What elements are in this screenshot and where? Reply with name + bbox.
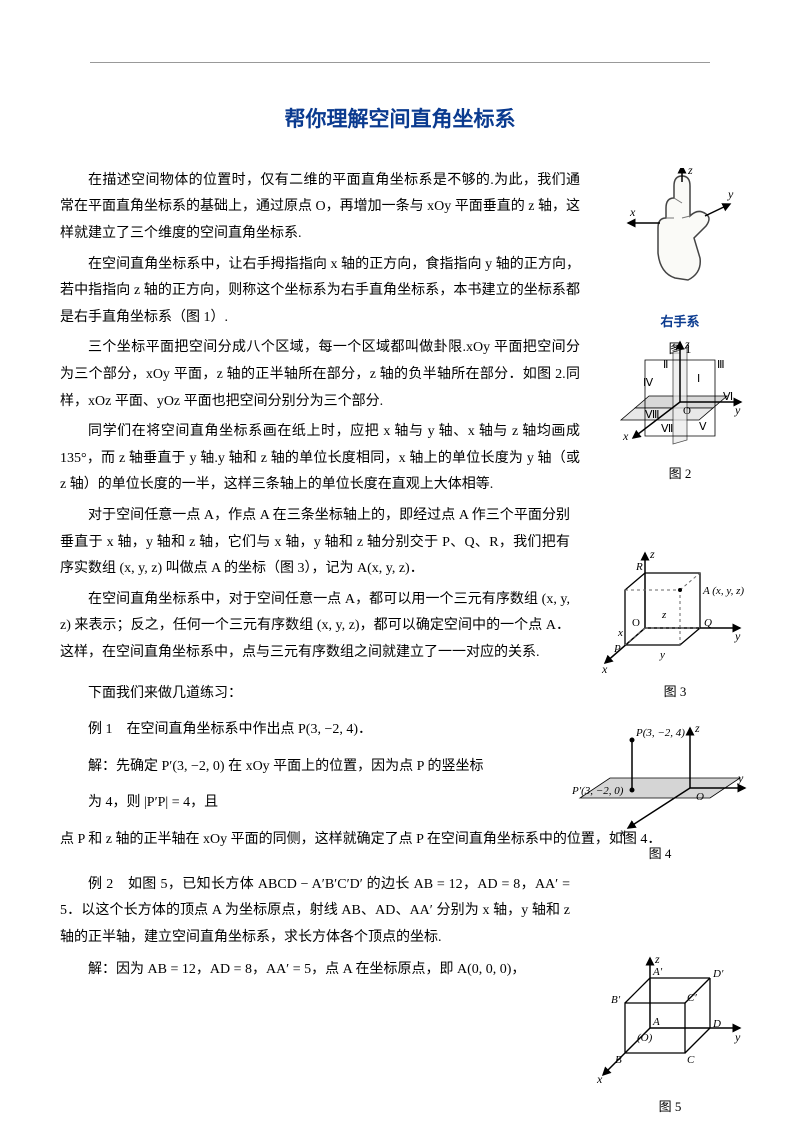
- point-diagram: z y x O P′(3, −2, 0) P(3, −2, 4): [570, 720, 750, 840]
- svg-text:Q: Q: [704, 617, 712, 629]
- figure-4: z y x O P′(3, −2, 0) P(3, −2, 4) 图 4: [570, 720, 750, 867]
- fig1-z-label: z: [687, 168, 693, 177]
- svg-text:y: y: [734, 403, 741, 417]
- svg-text:A: A: [652, 1016, 660, 1028]
- svg-text:B: B: [615, 1054, 622, 1066]
- fig4-caption: 图 4: [570, 842, 750, 867]
- octants-diagram: z y x O Ⅰ Ⅱ Ⅲ Ⅳ Ⅴ Ⅵ Ⅶ Ⅷ: [615, 340, 745, 460]
- svg-text:z: z: [654, 953, 660, 966]
- svg-text:Ⅱ: Ⅱ: [663, 359, 668, 371]
- svg-text:O: O: [683, 405, 691, 417]
- svg-text:A (x, y, z): A (x, y, z): [702, 585, 744, 597]
- figure-3: A (x, y, z) O z y x R Q P z y x 图 3: [600, 548, 750, 705]
- coord-box-diagram: A (x, y, z) O z y x R Q P z y x: [600, 548, 750, 678]
- svg-text:Ⅴ: Ⅴ: [699, 421, 707, 433]
- svg-text:Ⅳ: Ⅳ: [643, 377, 654, 389]
- svg-text:z: z: [649, 548, 655, 561]
- svg-text:Ⅶ: Ⅶ: [661, 423, 673, 435]
- fig3-caption: 图 3: [600, 680, 750, 705]
- svg-text:O: O: [632, 617, 640, 629]
- fig5-caption: 图 5: [590, 1095, 750, 1120]
- svg-text:z: z: [661, 609, 667, 621]
- svg-text:R: R: [635, 561, 643, 573]
- svg-text:B′: B′: [611, 994, 621, 1006]
- svg-text:D: D: [712, 1018, 721, 1030]
- top-rule: [90, 62, 710, 63]
- svg-text:C′: C′: [687, 992, 697, 1004]
- svg-text:x: x: [622, 429, 629, 443]
- svg-text:(O): (O): [637, 1032, 653, 1044]
- svg-text:P(3, −2, 4): P(3, −2, 4): [635, 727, 685, 739]
- svg-text:O: O: [696, 791, 704, 803]
- figure-2: z y x O Ⅰ Ⅱ Ⅲ Ⅳ Ⅴ Ⅵ Ⅶ Ⅷ 图 2: [610, 340, 750, 487]
- svg-text:x: x: [596, 1072, 603, 1086]
- svg-text:y: y: [659, 649, 665, 661]
- content-area: x z y 右手系 图 1 z y x: [60, 168, 740, 984]
- svg-text:P′(3, −2, 0): P′(3, −2, 0): [571, 785, 624, 797]
- hand-icon: x z y: [620, 168, 740, 308]
- svg-text:y: y: [737, 771, 744, 785]
- svg-text:Ⅷ: Ⅷ: [645, 409, 660, 421]
- svg-text:P: P: [613, 643, 621, 655]
- svg-text:A′: A′: [652, 966, 663, 978]
- fig1-label: 右手系: [610, 310, 750, 335]
- fig2-caption: 图 2: [610, 462, 750, 487]
- svg-text:z: z: [684, 340, 690, 351]
- svg-text:C: C: [687, 1054, 695, 1066]
- svg-text:x: x: [619, 825, 626, 839]
- svg-text:z: z: [694, 721, 700, 735]
- figure-5: z y x A (O) B C D A′ B′ C′ D′ 图 5: [590, 953, 750, 1120]
- svg-text:y: y: [734, 1030, 741, 1044]
- fig1-x-label: x: [629, 205, 636, 219]
- cuboid-diagram: z y x A (O) B C D A′ B′ C′ D′: [595, 953, 745, 1093]
- svg-text:Ⅰ: Ⅰ: [697, 373, 700, 385]
- svg-text:Ⅵ: Ⅵ: [723, 391, 733, 403]
- svg-text:Ⅲ: Ⅲ: [717, 359, 725, 371]
- svg-text:y: y: [734, 629, 741, 643]
- svg-text:D′: D′: [712, 968, 724, 980]
- svg-text:x: x: [601, 662, 608, 676]
- fig1-y-label: y: [727, 187, 734, 201]
- figure-1: x z y 右手系 图 1: [610, 168, 750, 361]
- page-title: 帮你理解空间直角坐标系: [60, 100, 740, 140]
- example-2-title: 例 2 如图 5，已知长方体 ABCD − A′B′C′D′ 的边长 AB = …: [60, 872, 740, 952]
- svg-text:x: x: [617, 627, 623, 639]
